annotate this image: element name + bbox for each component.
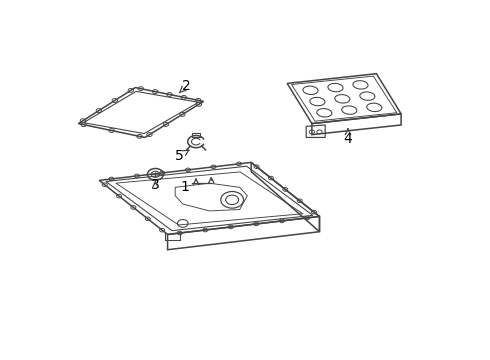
Text: 5: 5	[174, 149, 189, 163]
Text: 4: 4	[343, 129, 352, 146]
Text: 1: 1	[180, 180, 189, 194]
Text: 2: 2	[179, 79, 191, 93]
Text: 3: 3	[151, 177, 160, 192]
